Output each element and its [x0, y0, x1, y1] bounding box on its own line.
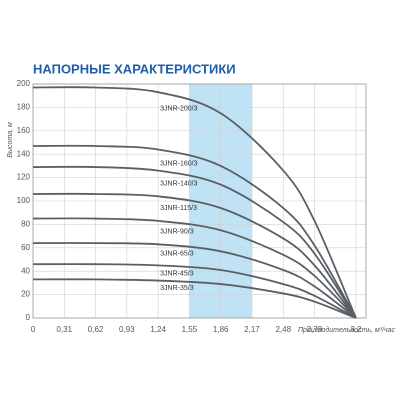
curve — [32, 217, 357, 319]
curve — [32, 86, 357, 319]
curve-label: 3JNR-160/3 — [160, 161, 197, 168]
x-tick-label: 3,2 — [350, 325, 362, 334]
curve — [32, 263, 357, 319]
x-tick-label: 1,86 — [213, 325, 229, 334]
y-tick-label: 180 — [17, 103, 31, 112]
curve-label: 3JNR-200/3 — [160, 106, 197, 113]
x-tick-label: 0,93 — [119, 325, 135, 334]
curve-label: 3JNR-115/3 — [160, 205, 197, 212]
y-axis-label: Высота, м — [7, 122, 14, 158]
x-tick-label: 2,48 — [275, 325, 291, 334]
x-tick-label: 0 — [31, 325, 36, 334]
plot-frame — [32, 83, 367, 319]
y-tick-label: 40 — [21, 266, 30, 275]
curve — [32, 242, 357, 319]
x-tick-label: 0,31 — [56, 325, 72, 334]
curve-label: 3JNR-45/3 — [160, 271, 194, 278]
curve-label: 3JNR-65/3 — [160, 251, 194, 258]
curve — [32, 144, 357, 319]
curve — [32, 165, 357, 319]
curve-label: 3JNR-140/3 — [160, 180, 197, 187]
y-tick-label: 160 — [17, 126, 31, 135]
y-tick-label: 100 — [17, 196, 31, 205]
x-axis-label: Производительность, м³/час — [298, 326, 396, 334]
x-tick-label: 2,17 — [244, 325, 260, 334]
y-tick-label: 20 — [21, 290, 30, 299]
x-tick-label: 1,24 — [150, 325, 166, 334]
curve — [32, 278, 357, 319]
y-tick-label: 0 — [26, 313, 31, 322]
x-tick-label: 2,79 — [307, 325, 323, 334]
x-tick-label: 1,55 — [182, 325, 198, 334]
x-tick-label: 0,62 — [88, 325, 104, 334]
y-tick-label: 80 — [21, 220, 30, 229]
y-tick-label: 120 — [17, 173, 31, 182]
curve-label: 3JNR-35/3 — [160, 285, 194, 292]
curve — [32, 192, 357, 319]
y-tick-label: 60 — [21, 243, 30, 252]
curve-label: 3JNR-90/3 — [160, 228, 194, 235]
y-tick-label: 140 — [17, 149, 31, 158]
chart-title: НАПОРНЫЕ ХАРАКТЕРИСТИКИ — [33, 61, 236, 76]
y-tick-label: 200 — [17, 79, 31, 88]
